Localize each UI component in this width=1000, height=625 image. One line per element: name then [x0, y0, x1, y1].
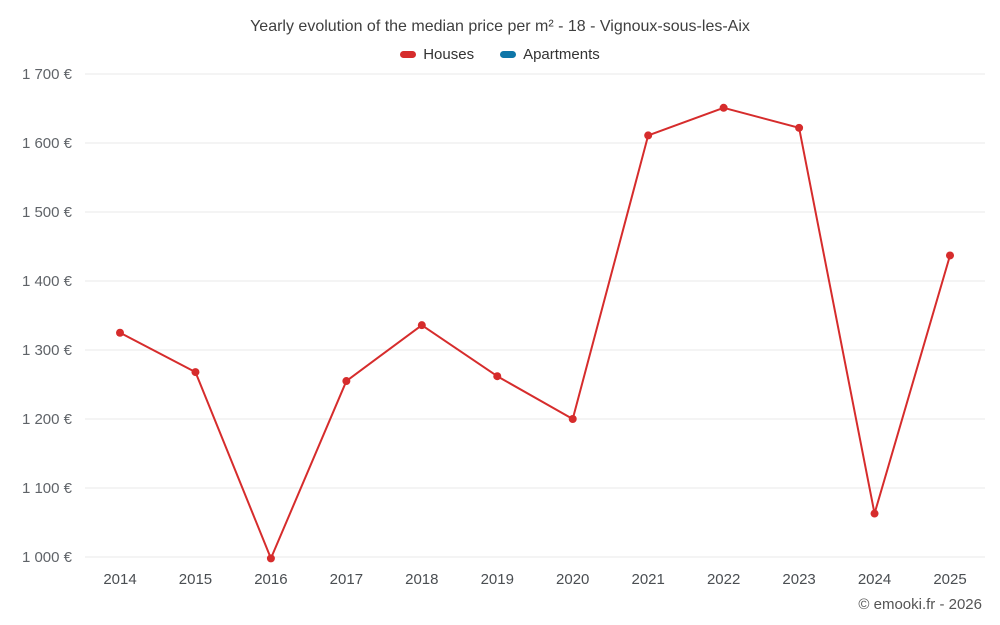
chart-legend: Houses Apartments [0, 46, 1000, 63]
houses-series-marker-icon [400, 51, 417, 58]
houses-data-point[interactable] [870, 509, 879, 518]
x-tick-label: 2019 [481, 571, 514, 588]
x-tick-label: 2017 [330, 571, 363, 588]
x-tick-label: 2016 [254, 571, 287, 588]
houses-data-point[interactable] [493, 372, 502, 381]
x-tick-label: 2024 [858, 571, 891, 588]
y-tick-label: 1 000 € [22, 549, 73, 566]
x-tick-label: 2021 [631, 571, 664, 588]
houses-data-point[interactable] [795, 123, 804, 132]
y-tick-label: 1 300 € [22, 342, 73, 359]
houses-data-point[interactable] [191, 368, 200, 377]
x-tick-label: 2014 [103, 571, 136, 588]
y-tick-label: 1 400 € [22, 273, 73, 290]
houses-data-point[interactable] [266, 554, 275, 563]
x-tick-label: 2023 [782, 571, 815, 588]
x-tick-label: 2015 [179, 571, 212, 588]
apartments-series-marker-icon [500, 51, 517, 58]
legend-item-houses[interactable]: Houses [400, 46, 474, 63]
houses-data-point[interactable] [116, 328, 124, 337]
x-tick-label: 2018 [405, 571, 438, 588]
legend-item-apartments[interactable]: Apartments [500, 46, 600, 63]
houses-data-point[interactable] [946, 251, 954, 260]
credit-text: © emooki.fr - 2026 [858, 596, 982, 613]
x-tick-label: 2025 [933, 571, 966, 588]
houses-data-point[interactable] [719, 103, 728, 112]
y-tick-label: 1 100 € [22, 480, 73, 497]
houses-line [119, 106, 951, 560]
y-tick-label: 1 200 € [22, 411, 73, 428]
y-tick-label: 1 600 € [22, 135, 73, 152]
houses-data-point[interactable] [417, 321, 426, 330]
chart-title: Yearly evolution of the median price per… [250, 18, 750, 35]
x-tick-label: 2022 [707, 571, 740, 588]
houses-data-point[interactable] [644, 131, 653, 140]
legend-label-apartments: Apartments [523, 46, 600, 63]
houses-data-point[interactable] [342, 377, 351, 386]
houses-data-point[interactable] [568, 415, 577, 423]
y-tick-label: 1 700 € [22, 66, 73, 83]
y-tick-label: 1 500 € [22, 204, 73, 221]
x-tick-label: 2020 [556, 571, 589, 588]
legend-label-houses: Houses [423, 46, 475, 63]
